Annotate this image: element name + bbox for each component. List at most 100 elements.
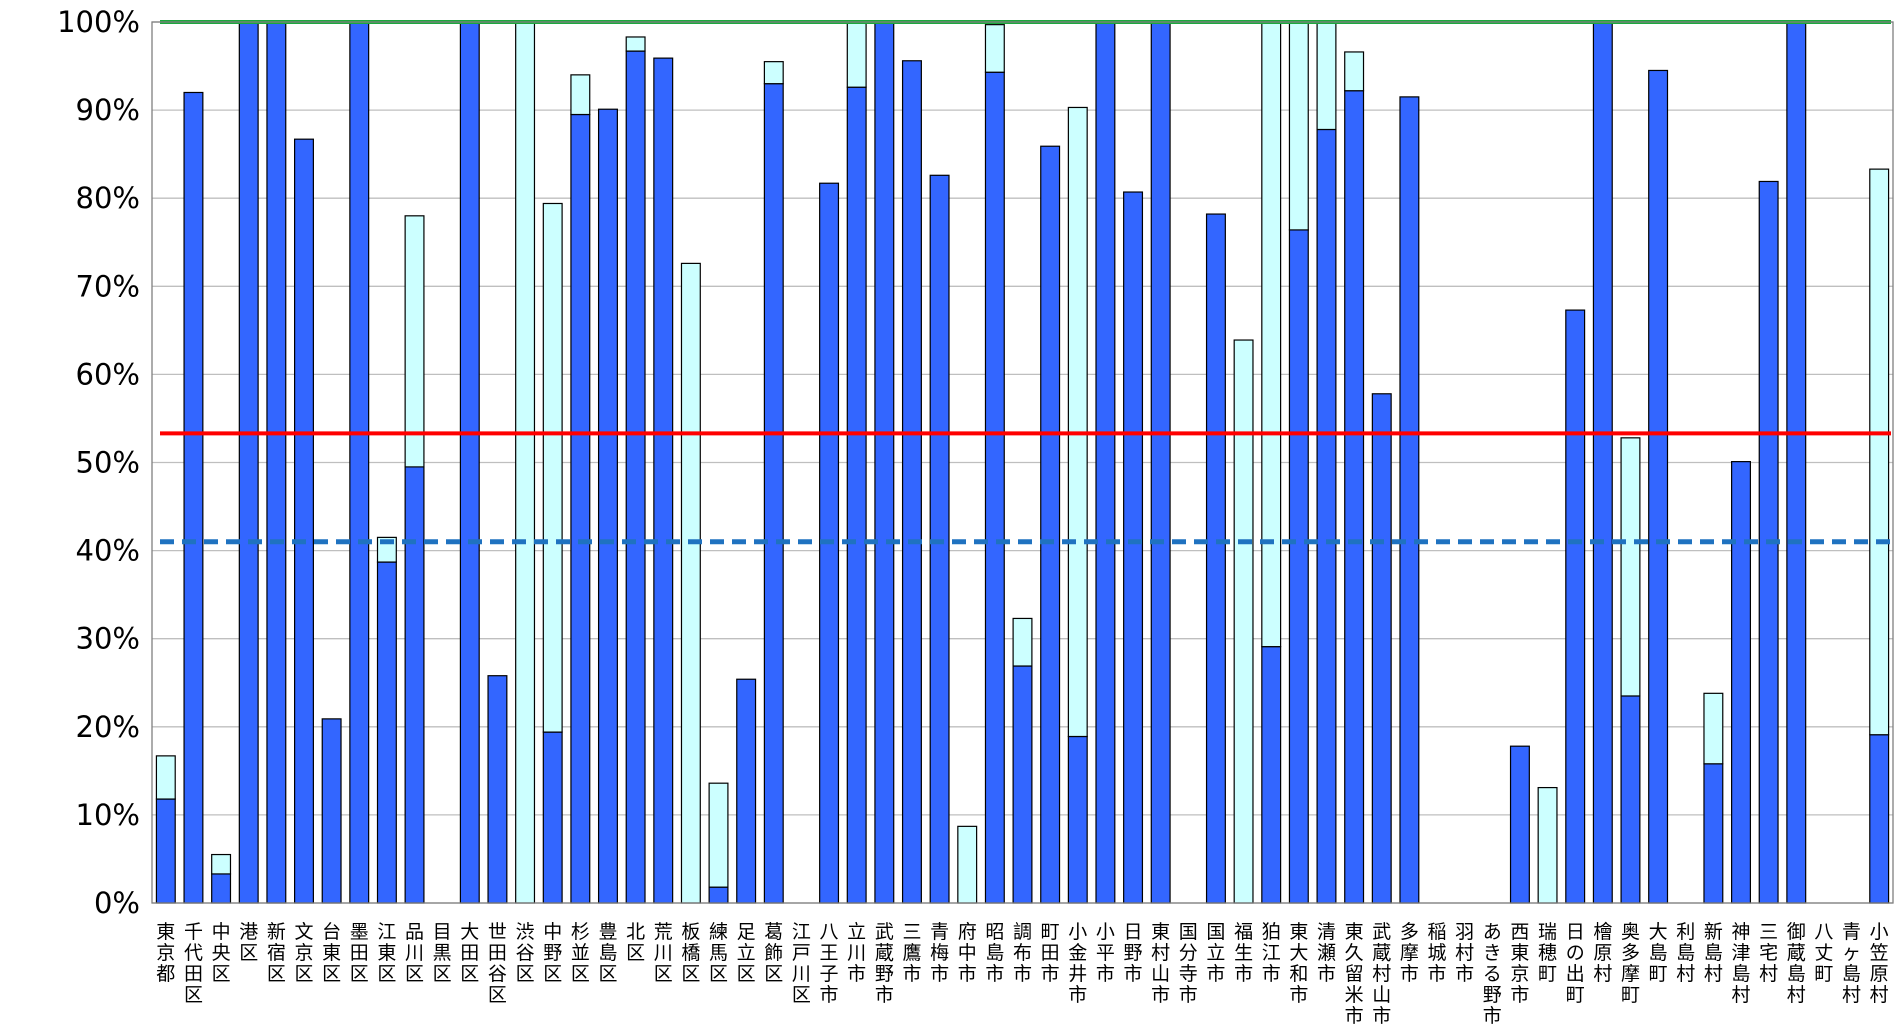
x-tick-label: 八丈町 [1814, 921, 1833, 985]
y-tick-label: 100% [57, 5, 140, 39]
x-tick-label: 小金井市 [1068, 921, 1087, 1006]
x-tick-label: 中野区 [543, 921, 562, 985]
bar-series-1 [266, 21, 287, 904]
bar-series-2 [984, 24, 1005, 73]
x-tick-label: 葛飾区 [764, 921, 783, 985]
bar-series-1 [763, 83, 784, 904]
bar-series-2 [515, 21, 536, 904]
bar-series-1 [1067, 735, 1088, 904]
y-tick-label: 90% [76, 93, 140, 127]
x-tick-label: 豊島区 [598, 921, 617, 985]
x-tick-label: 西東京市 [1510, 921, 1529, 1006]
bar-series-1 [1150, 21, 1171, 904]
bar-series-1 [653, 57, 674, 904]
x-tick-label: 東村山市 [1151, 921, 1170, 1006]
x-tick-label: 目黒区 [433, 921, 452, 985]
x-tick-label: 荒川区 [654, 921, 673, 985]
bar-series-1 [1565, 309, 1586, 904]
bar-series-1 [155, 798, 176, 904]
bar-series-1 [404, 466, 425, 904]
bar-series-1 [874, 21, 895, 904]
x-tick-label: 江東区 [377, 921, 396, 985]
bar-series-2 [957, 825, 978, 904]
y-tick-label: 60% [76, 357, 140, 391]
x-tick-label: あきる野市 [1483, 921, 1502, 1027]
axes [151, 21, 1894, 904]
x-tick-label: 神津島村 [1732, 921, 1751, 1006]
x-tick-label: 檜原村 [1593, 920, 1612, 985]
bar-series-2 [763, 61, 784, 85]
x-tick-label: 立川市 [847, 921, 866, 985]
bar-series-1 [984, 71, 1005, 904]
x-tick-label: 足立区 [737, 921, 756, 985]
x-tick-label: 奥多摩町 [1621, 921, 1640, 1006]
x-tick-label: 東大和市 [1289, 921, 1308, 1006]
bar-series-1 [376, 561, 397, 904]
y-tick-label: 70% [76, 269, 140, 303]
x-tick-label: 大島町 [1649, 921, 1668, 985]
x-tick-label: 福生市 [1234, 921, 1253, 985]
bar-series-2 [1537, 786, 1558, 904]
x-tick-label: 小平市 [1096, 921, 1115, 985]
x-tick-label: 小笠原村 [1870, 921, 1889, 1006]
y-tick-label: 40% [76, 534, 140, 568]
x-tick-labels: 東京都千代田区中央区港区新宿区文京区台東区墨田区江東区品川区目黒区大田区世田谷区… [156, 920, 1888, 1027]
x-tick-label: 青ヶ島村 [1842, 921, 1861, 1006]
x-tick-label: 練馬区 [709, 921, 728, 985]
x-tick-label: 板橋区 [681, 921, 700, 985]
bar-series-1 [1261, 646, 1282, 904]
x-tick-label: 東京都 [156, 921, 175, 985]
bar-series-1 [1040, 145, 1061, 904]
bar-series-2 [1233, 339, 1254, 904]
bar-series-1 [625, 50, 646, 904]
bar-series-1 [1205, 213, 1226, 904]
bar-series-1 [1288, 229, 1309, 904]
bar-series-1 [211, 873, 232, 904]
x-tick-label: 大田区 [460, 921, 479, 985]
bar-series-1 [238, 21, 259, 904]
bar-series-1 [1344, 90, 1365, 904]
y-tick-label: 0% [94, 886, 140, 920]
x-tick-label: 千代田区 [184, 921, 203, 1006]
x-tick-label: 利島村 [1676, 921, 1695, 985]
x-tick-label: 調布市 [1013, 921, 1032, 985]
x-tick-label: 新島村 [1704, 921, 1723, 985]
bar-series-1 [1703, 763, 1724, 904]
bar-series-1 [1620, 695, 1641, 904]
bar-series-1 [1012, 665, 1033, 904]
x-tick-label: 青梅市 [930, 921, 949, 985]
bar-series-1 [929, 174, 950, 904]
x-tick-label: 世田谷区 [488, 921, 507, 1006]
x-tick-label: 清瀬市 [1317, 921, 1336, 985]
bar-series-1 [183, 91, 204, 904]
x-tick-label: 多摩市 [1400, 921, 1419, 985]
bar-series-2 [1288, 21, 1309, 231]
x-tick-label: 東久留米市 [1345, 921, 1364, 1027]
x-tick-label: 狛江市 [1262, 921, 1281, 985]
x-tick-label: 国分寺市 [1179, 921, 1198, 1006]
x-tick-label: 新宿区 [267, 921, 286, 985]
bar-series-1 [570, 113, 591, 904]
bar-series-1 [321, 718, 342, 904]
x-tick-label: 国立市 [1206, 921, 1225, 985]
bar-series-2 [1067, 106, 1088, 738]
bar-series-2 [708, 782, 729, 888]
bar-series-2 [625, 36, 646, 52]
bar-series-1 [1786, 21, 1807, 904]
y-tick-label: 80% [76, 181, 140, 215]
y-tick-labels: 0% 10% 20% 30% 40% 50% 60% 70% 80% 90% 100% [57, 5, 140, 920]
bar-series-2 [846, 21, 867, 88]
plot-frame [151, 21, 1894, 904]
bars [155, 21, 1890, 904]
bar-series-1 [542, 731, 563, 904]
bar-series-1 [1123, 191, 1144, 904]
bar-series-1 [1869, 734, 1890, 904]
x-tick-label: 八王子市 [820, 921, 839, 1006]
x-tick-label: 港区 [239, 921, 258, 964]
x-tick-label: 中央区 [212, 921, 231, 985]
x-tick-label: 品川区 [405, 921, 424, 985]
bar-series-2 [680, 262, 701, 904]
x-tick-label: 日野市 [1124, 921, 1143, 985]
bar-series-2 [1703, 692, 1724, 765]
